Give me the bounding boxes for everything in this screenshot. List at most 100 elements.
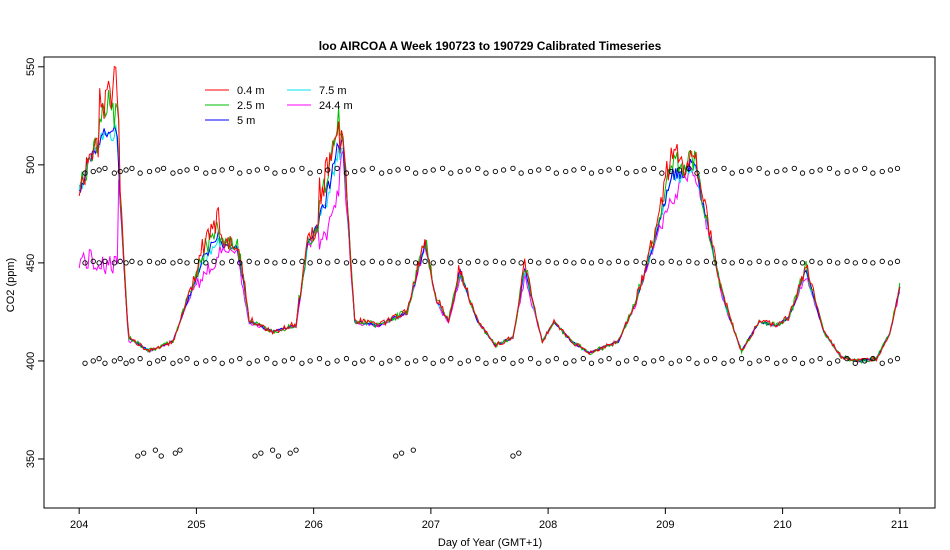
calibration-point (624, 170, 630, 176)
calibration-point (404, 258, 411, 264)
calibration-point (598, 358, 604, 364)
chart-title: loo AIRCOA A Week 190723 to 190729 Calib… (319, 39, 662, 53)
calibration-point (246, 168, 252, 175)
calibration-point (439, 258, 446, 264)
calibration-point (264, 355, 270, 362)
calibration-point (536, 260, 542, 266)
calibration-point (360, 260, 366, 266)
calibration-point (246, 258, 252, 264)
x-axis-label: Day of Year (GMT+1) (438, 537, 542, 549)
calibration-point (615, 360, 622, 366)
calibration-point (289, 167, 296, 173)
calibration-point (483, 170, 489, 176)
calibration-point (571, 167, 577, 173)
calibration-point (254, 167, 261, 173)
calibration-point (862, 258, 868, 264)
calibration-point (299, 360, 305, 366)
calibration-point (553, 170, 559, 176)
calibration-point (516, 450, 522, 456)
calibration-point (90, 258, 96, 264)
legend-entry: 7.5 m (319, 85, 347, 97)
calibration-point (475, 165, 481, 172)
calibration-point (387, 358, 393, 364)
calibration-point (343, 170, 350, 176)
calibration-point (606, 260, 612, 266)
calibration-point (287, 450, 293, 456)
calibration-point (439, 358, 446, 364)
calibration-point (369, 355, 375, 362)
calibration-point (184, 260, 190, 266)
calibration-point (146, 360, 153, 366)
calibration-point (184, 355, 190, 362)
calibration-point (545, 258, 551, 264)
calibration-point (448, 170, 454, 176)
calibration-point (129, 358, 135, 364)
calibration-point (404, 360, 411, 366)
calibration-point (184, 167, 190, 173)
calibration-point (237, 170, 243, 176)
calibration-point (457, 360, 463, 366)
calibration-point (580, 258, 586, 264)
calibration-point (545, 165, 551, 172)
calibration-point (307, 358, 313, 364)
calibration-point (111, 260, 117, 266)
calibration-point (483, 260, 489, 266)
calibration-point (580, 165, 586, 172)
calibration-point (774, 258, 780, 264)
y-tick-label: 500 (25, 156, 37, 174)
calibration-point (360, 358, 366, 364)
calibration-point (465, 167, 472, 173)
calibration-point (500, 355, 507, 362)
calibration-point (203, 170, 209, 176)
calibration-point (694, 260, 700, 266)
calibration-point (633, 168, 639, 175)
calibration-point (791, 355, 797, 362)
calibration-point (668, 258, 674, 264)
calibration-point (352, 168, 358, 175)
calibration-point (228, 358, 235, 364)
calibration-point (111, 358, 117, 364)
x-tick-label: 206 (304, 519, 322, 531)
calibration-point (360, 167, 366, 173)
calibration-point (721, 165, 727, 172)
calibration-point (160, 165, 167, 172)
calibration-point (422, 355, 428, 362)
calibration-point (352, 360, 358, 366)
series-line-0-4-m (78, 65, 901, 363)
calibration-point (237, 355, 243, 362)
calibration-point (177, 258, 183, 264)
calibration-point (862, 358, 868, 364)
calibration-point (606, 167, 612, 173)
calibration-point (879, 168, 885, 175)
calibration-point (650, 358, 657, 364)
y-tick-label: 400 (25, 352, 37, 370)
calibration-point (756, 165, 762, 172)
calibration-point (475, 258, 481, 264)
calibration-point (412, 358, 419, 364)
calibration-point (879, 258, 885, 264)
legend-entry: 0.4 m (237, 85, 265, 97)
calibration-point (527, 258, 534, 264)
calibration-point (430, 260, 436, 266)
calibration-point (170, 170, 176, 176)
calibration-point (193, 258, 200, 264)
calibration-point (835, 260, 841, 266)
y-axis-label: CO2 (ppm) (5, 258, 17, 312)
calibration-point (887, 260, 894, 266)
calibration-point (387, 258, 393, 264)
calibration-point (571, 260, 577, 266)
calibration-point (870, 260, 876, 266)
calibration-point (448, 355, 454, 362)
calibration-point (395, 167, 401, 173)
calibration-point (668, 168, 674, 175)
calibration-point (307, 170, 313, 176)
calibration-point (439, 165, 446, 172)
calibration-point (146, 168, 153, 175)
calibration-point (894, 258, 901, 264)
calibration-point (563, 360, 569, 366)
calibration-point (588, 260, 595, 266)
calibration-point (870, 355, 876, 362)
calibration-point (316, 355, 323, 362)
calibration-point (668, 360, 674, 366)
calibration-point (809, 258, 815, 264)
